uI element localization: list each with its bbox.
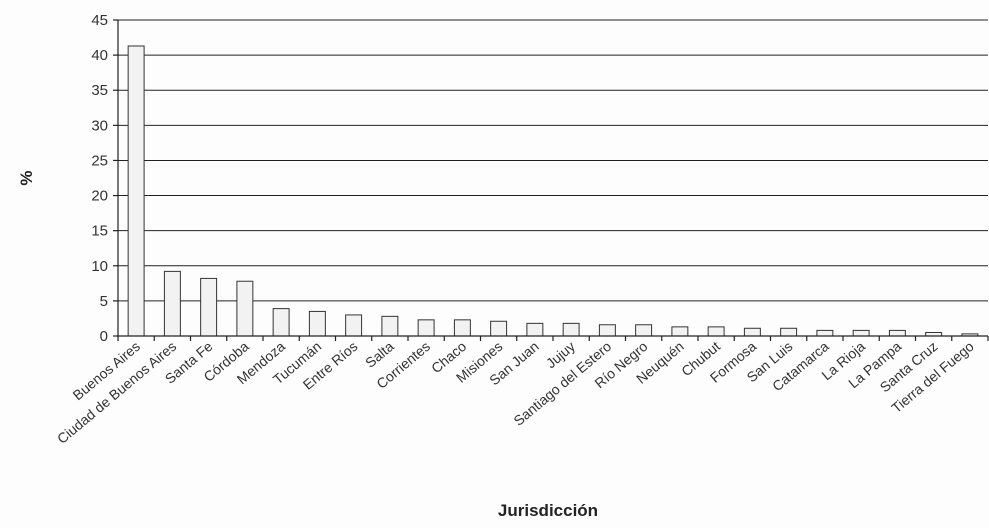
bar bbox=[707, 326, 725, 337]
y-tick-label: 35 bbox=[91, 82, 108, 99]
bar bbox=[888, 329, 906, 337]
bar bbox=[635, 324, 653, 337]
bar bbox=[308, 310, 326, 337]
y-tick-label: 10 bbox=[91, 258, 108, 275]
bar bbox=[671, 326, 689, 337]
y-tick-label: 5 bbox=[100, 293, 108, 310]
y-tick-label: 15 bbox=[91, 223, 108, 240]
y-tick-label: 25 bbox=[91, 152, 108, 169]
bar bbox=[127, 45, 145, 337]
bar bbox=[743, 327, 761, 337]
bar bbox=[780, 327, 798, 337]
y-tick-label: 40 bbox=[91, 47, 108, 64]
bar bbox=[598, 324, 616, 337]
bar bbox=[490, 320, 508, 337]
bar bbox=[453, 319, 471, 337]
y-tick-label: 30 bbox=[91, 117, 108, 134]
gridlines bbox=[118, 19, 988, 302]
bars bbox=[127, 45, 979, 337]
y-tick-label: 20 bbox=[91, 188, 108, 205]
bar bbox=[345, 314, 363, 337]
x-axis-title: Jurisdicción bbox=[498, 501, 598, 520]
y-tick-label: 45 bbox=[91, 12, 108, 29]
y-tick-label: 0 bbox=[100, 328, 108, 345]
bar bbox=[417, 319, 435, 337]
bar bbox=[381, 315, 399, 337]
bar bbox=[562, 322, 580, 337]
y-axis-title: % bbox=[17, 170, 36, 185]
bar bbox=[852, 329, 870, 337]
y-axis-ticks: 0 5 10 15 20 25 30 35 40 45 bbox=[91, 12, 118, 345]
bar bbox=[163, 270, 181, 337]
bar bbox=[526, 322, 544, 337]
bar bbox=[816, 329, 834, 337]
bar bbox=[236, 280, 254, 337]
bar bbox=[272, 308, 290, 337]
bar bbox=[200, 277, 218, 337]
